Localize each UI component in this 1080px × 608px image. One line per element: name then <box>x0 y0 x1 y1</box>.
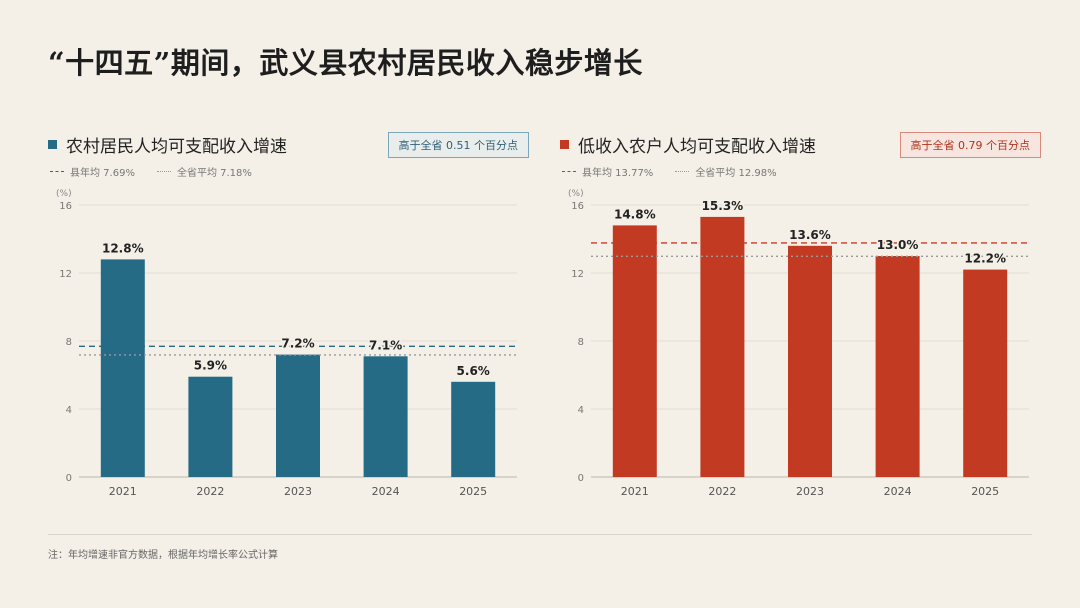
page-title: “十四五”期间，武义县农村居民收入稳步增长 <box>48 46 643 80</box>
y-tick-label: 16 <box>59 201 72 212</box>
bar <box>188 376 233 477</box>
left-chart-panel: 农村居民人均可支配收入增速 高于全省 0.51 个百分点 县年均 7.69% 全… <box>44 128 529 508</box>
province-dotted-line-swatch <box>156 171 171 172</box>
x-tick-label: 2024 <box>884 485 912 498</box>
bar <box>363 356 408 477</box>
y-tick-label: 16 <box>571 201 584 212</box>
right-legend: 县年均 13.77% 全省平均 12.98% <box>562 164 777 179</box>
left-legend-province: 全省平均 7.18% <box>176 168 252 179</box>
footer-divider <box>48 534 1032 535</box>
y-tick-label: 8 <box>66 337 72 348</box>
left-legend: 县年均 7.69% 全省平均 7.18% <box>50 164 252 179</box>
left-legend-county: 县年均 7.69% <box>70 168 135 179</box>
right-panel-title: 低收入农户人均可支配收入增速 <box>560 132 816 157</box>
data-label: 13.0% <box>877 238 919 252</box>
y-tick-label: 4 <box>66 405 72 416</box>
province-dotted-line-swatch <box>675 171 690 172</box>
left-comparison-badge: 高于全省 0.51 个百分点 <box>387 132 529 158</box>
right-series-marker <box>560 140 569 149</box>
x-tick-label: 2023 <box>284 485 312 498</box>
right-legend-province: 全省平均 12.98% <box>695 168 777 179</box>
y-tick-label: 8 <box>578 337 584 348</box>
data-label: 5.6% <box>457 364 490 378</box>
y-tick-label: 12 <box>59 269 72 280</box>
data-label: 12.8% <box>102 241 144 255</box>
bar <box>276 354 320 477</box>
bar <box>612 225 657 477</box>
y-tick-label: 4 <box>578 405 584 416</box>
x-tick-label: 2025 <box>459 485 487 498</box>
bar <box>788 245 832 477</box>
right-bar-chart: (%) 0 4 8 12 16 2021 2022 2023 2024 2025 14.8% 15.3%… <box>568 189 1029 498</box>
y-axis-unit-label: (%) <box>568 189 584 199</box>
county-dashed-line-swatch <box>562 171 576 172</box>
y-tick-label: 0 <box>578 473 584 484</box>
data-label: 7.1% <box>369 338 402 352</box>
x-tick-label: 2023 <box>796 485 824 498</box>
footnote: 注：年均增速非官方数据，根据年均增长率公式计算 <box>48 550 278 561</box>
bar <box>451 381 496 477</box>
data-label: 13.6% <box>789 228 831 242</box>
county-dashed-line-swatch <box>50 171 64 172</box>
x-tick-label: 2021 <box>621 485 649 498</box>
right-panel-title-text: 低收入农户人均可支配收入增速 <box>578 137 816 157</box>
bar <box>875 256 920 477</box>
y-tick-label: 12 <box>571 269 584 280</box>
data-label: 12.2% <box>964 252 1006 266</box>
y-tick-label: 0 <box>66 473 72 484</box>
x-tick-label: 2024 <box>372 485 400 498</box>
bar <box>700 216 745 477</box>
y-axis-unit-label: (%) <box>56 189 72 199</box>
left-panel-title-text: 农村居民人均可支配收入增速 <box>66 137 287 157</box>
x-tick-label: 2021 <box>109 485 137 498</box>
x-tick-label: 2025 <box>971 485 999 498</box>
data-label: 7.2% <box>281 337 314 351</box>
data-label: 15.3% <box>702 199 744 213</box>
data-label: 14.8% <box>614 207 656 221</box>
left-series-marker <box>48 140 57 149</box>
data-label: 5.9% <box>194 359 227 373</box>
right-comparison-badge: 高于全省 0.79 个百分点 <box>899 132 1041 158</box>
right-legend-county: 县年均 13.77% <box>582 168 654 179</box>
x-tick-label: 2022 <box>196 485 224 498</box>
bar <box>963 269 1008 477</box>
right-chart-panel: 低收入农户人均可支配收入增速 高于全省 0.79 个百分点 县年均 13.77%… <box>556 128 1041 508</box>
left-panel-title: 农村居民人均可支配收入增速 <box>48 132 287 157</box>
left-bar-chart: (%) 0 4 8 12 16 2021 2022 2023 2024 2025 12.8% 5.9% 7… <box>56 189 517 498</box>
x-tick-label: 2022 <box>708 485 736 498</box>
bar <box>100 259 145 477</box>
